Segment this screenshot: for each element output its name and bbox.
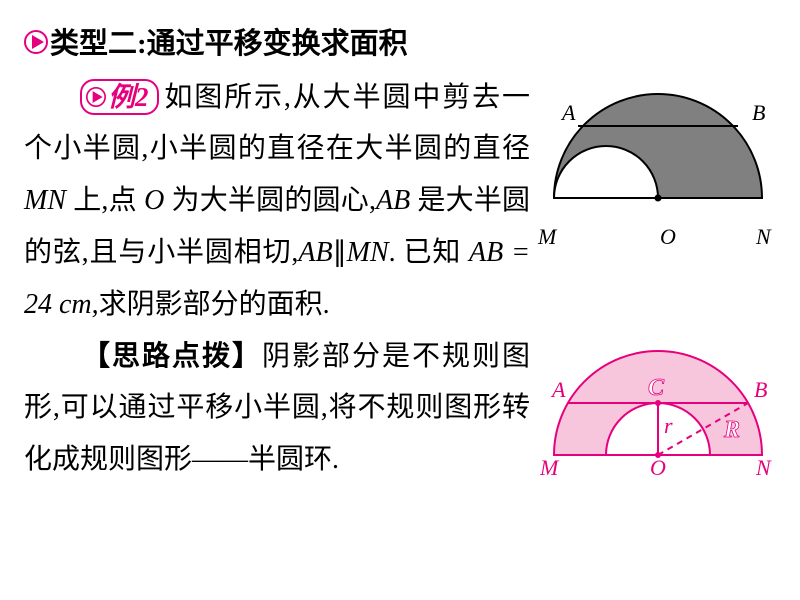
label-O: O (650, 455, 666, 480)
var-AB-3: AB (469, 237, 503, 268)
figure-example: A B M O N (540, 80, 776, 228)
label-A: A (560, 100, 576, 125)
label-O: O (660, 217, 676, 258)
label-A: A (550, 377, 566, 402)
var-MN: MN (24, 185, 66, 216)
text-2: 上,点 (73, 185, 137, 216)
triangle-icon (86, 87, 106, 107)
label-M: M (540, 455, 560, 480)
text-5: . 已知 (389, 237, 462, 268)
text-3: 为大半圆的圆心, (172, 185, 376, 216)
text-6: 求阴影部分的面积. (99, 289, 330, 320)
label-N: N (756, 217, 771, 258)
label-r: r (664, 413, 673, 438)
page: 类型二:通过平移变换求面积 A B M O N 例2如图所示,从大半圆中剪去一个… (0, 0, 800, 504)
var-AB-2: AB (298, 237, 332, 268)
figure-hint: A B C r R M O N (540, 337, 776, 501)
parallel: ∥ (333, 237, 347, 268)
var-MN-2: MN (347, 237, 389, 268)
heading-text: 类型二:通过平移变换求面积 (50, 28, 408, 60)
label-M: M (538, 217, 556, 258)
example-badge: 例2 (80, 79, 159, 115)
var-O: O (144, 185, 164, 216)
label-C: C (648, 375, 665, 401)
label-B: B (754, 377, 767, 402)
triangle-icon (24, 30, 48, 54)
label-R: R (723, 417, 740, 443)
hint-label: 【思路点拨】 (80, 341, 262, 372)
section-heading: 类型二:通过平移变换求面积 (24, 18, 776, 72)
label-N: N (755, 455, 772, 480)
label-B: B (752, 100, 765, 125)
var-AB: AB (376, 185, 410, 216)
